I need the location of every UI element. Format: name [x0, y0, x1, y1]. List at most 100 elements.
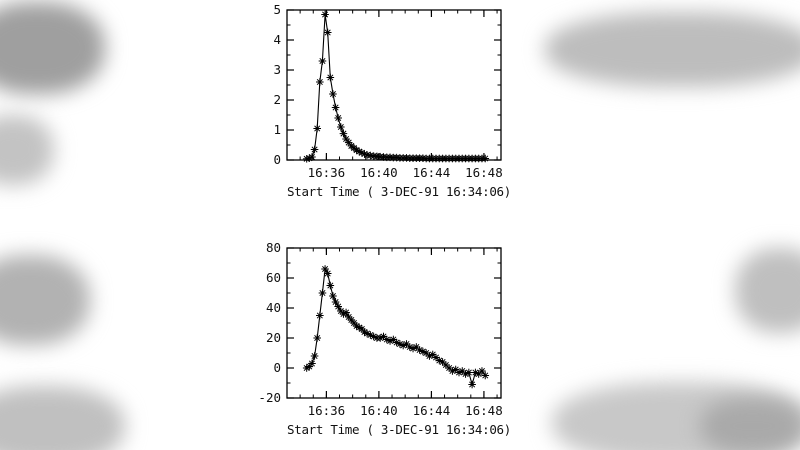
data-marker — [326, 281, 335, 290]
blurred-background-shape — [0, 2, 105, 94]
x-tick-label: 16:48 — [465, 403, 503, 418]
y-tick-label: 60 — [266, 270, 281, 285]
data-marker — [478, 367, 486, 375]
y-tick-label: 80 — [266, 240, 281, 255]
marker-stroke — [324, 29, 331, 36]
data-line — [306, 14, 486, 160]
marker-stroke — [465, 369, 472, 376]
data-marker — [329, 90, 337, 98]
marker-stroke — [350, 319, 357, 327]
marker-stroke — [356, 324, 363, 331]
data-marker — [318, 289, 327, 297]
marker-stroke — [358, 149, 365, 156]
x-tick-label: 16:44 — [413, 165, 451, 180]
blurred-background-shape — [0, 386, 125, 450]
marker-stroke — [316, 78, 323, 86]
data-marker — [363, 151, 371, 159]
marker-stroke — [322, 11, 329, 18]
marker-stroke — [345, 313, 352, 321]
marker-stroke — [423, 349, 430, 357]
marker-stroke — [343, 135, 350, 143]
chart-canvas: 16:36 16:40 16:44 16:48 -20 0 20 40 60 80 — [258, 240, 503, 418]
data-marker — [342, 135, 350, 143]
data-marker — [451, 365, 460, 374]
marker-stroke — [319, 289, 326, 297]
marker-stroke — [416, 346, 423, 354]
data-marker — [323, 269, 332, 278]
x-tick-label: 16:40 — [360, 403, 398, 418]
data-marker — [308, 359, 316, 368]
marker-stroke — [308, 360, 315, 367]
data-marker — [448, 367, 457, 375]
marker-stroke — [459, 367, 466, 375]
marker-stroke — [319, 57, 326, 65]
data-marker — [465, 368, 473, 377]
data-marker — [399, 341, 407, 350]
marker-stroke — [324, 270, 331, 277]
x-tick-label: 16:36 — [308, 165, 346, 180]
y-tick-label: 1 — [273, 122, 281, 137]
data-marker — [337, 123, 345, 131]
marker-stroke — [322, 265, 329, 273]
marker-stroke — [358, 325, 365, 333]
y-tick-label: 40 — [266, 300, 281, 315]
marker-stroke — [396, 340, 403, 348]
marker-stroke — [469, 381, 476, 388]
data-marker — [481, 154, 490, 163]
data-marker — [313, 124, 321, 133]
x-axis-title: Start Time ( 3-DEC-91 16:34:06) — [287, 184, 511, 199]
blurred-background-shape — [545, 12, 800, 87]
plot-frame — [286, 247, 502, 399]
data-marker — [316, 311, 324, 320]
data-marker — [323, 28, 332, 37]
marker-stroke — [452, 366, 459, 373]
marker-stroke — [413, 343, 420, 351]
marker-stroke — [472, 369, 479, 376]
data-marker — [331, 103, 340, 112]
marker-stroke — [340, 130, 347, 137]
data-marker — [308, 153, 316, 161]
marker-stroke — [446, 364, 453, 372]
x-tick-label: 16:44 — [413, 403, 451, 418]
marker-stroke — [419, 348, 426, 355]
marker-stroke — [332, 104, 339, 111]
data-marker — [481, 371, 490, 380]
y-tick-label: 0 — [273, 360, 281, 375]
chart-canvas: 16:36 16:40 16:44 16:48 0 1 2 3 4 5 — [273, 2, 502, 180]
marker-stroke — [380, 333, 387, 340]
y-tick-label: 0 — [273, 152, 281, 167]
marker-stroke — [439, 358, 446, 366]
marker-stroke — [353, 147, 360, 154]
marker-stroke — [403, 340, 410, 348]
data-marker — [321, 10, 329, 19]
flux-plot-bottom: Start Time ( 3-DEC-91 16:34:06) 16:36 16:… — [245, 238, 515, 450]
blurred-background-shape — [735, 248, 800, 333]
y-tick-label: 3 — [273, 62, 281, 77]
blurred-background-shape — [0, 115, 54, 185]
y-tick-label: -20 — [258, 390, 281, 405]
marker-stroke — [311, 146, 318, 153]
marker-stroke — [364, 151, 371, 158]
marker-stroke — [335, 303, 342, 310]
marker-stroke — [335, 114, 342, 122]
blurred-background-shape — [0, 255, 90, 345]
marker-stroke — [406, 343, 413, 351]
marker-stroke — [337, 307, 344, 315]
marker-stroke — [345, 139, 352, 146]
marker-stroke — [436, 357, 443, 364]
marker-stroke — [343, 309, 350, 316]
marker-stroke — [482, 155, 489, 162]
marker-stroke — [432, 354, 440, 361]
marker-stroke — [327, 74, 334, 81]
data-marker — [334, 114, 343, 122]
data-marker — [329, 292, 337, 300]
data-marker — [326, 73, 335, 82]
data-marker — [310, 145, 319, 154]
marker-stroke — [356, 148, 363, 155]
marker-stroke — [353, 322, 360, 330]
data-marker — [331, 298, 340, 306]
x-tick-label: 16:40 — [360, 165, 398, 180]
data-marker — [468, 380, 476, 389]
marker-stroke — [361, 150, 368, 158]
